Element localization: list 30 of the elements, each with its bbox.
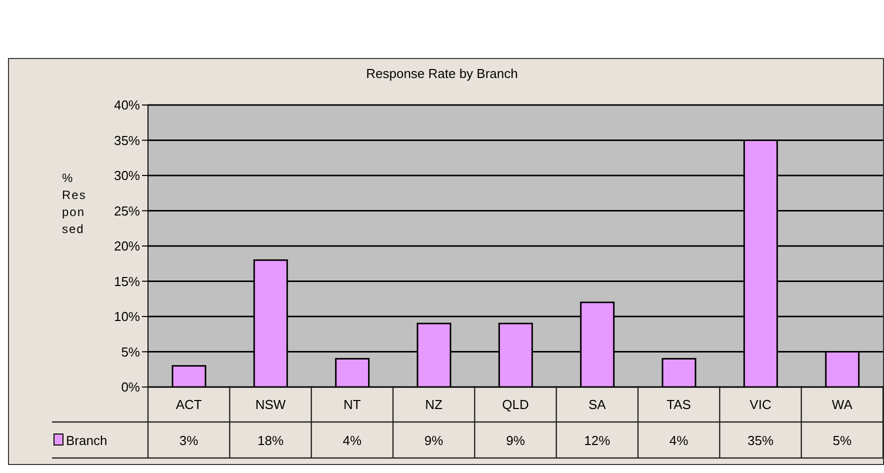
chart-title: Response Rate by Branch [365,66,519,81]
x-tick-label: VIC [750,397,772,412]
x-tick-label: ACT [176,397,202,412]
data-label: 4% [669,433,689,448]
y-tick-label: 30% [114,168,140,184]
x-tick-label: NSW [255,397,286,412]
y-tick-label: 20% [114,238,140,254]
data-label: 35% [747,433,774,448]
y-tick-label: 25% [114,203,140,218]
x-tick-label: SA [588,397,606,412]
data-label: 5% [832,433,852,448]
y-tick-label: 10% [114,309,140,324]
x-tick-label: TAS [666,397,692,412]
y-tick-label: 5% [121,344,140,360]
data-label: 3% [179,433,199,448]
data-label: 4% [342,433,362,448]
x-tick-label: WA [832,397,853,412]
y-tick-label: 15% [114,274,140,289]
y-tick-label: 0% [121,380,140,395]
data-label: 12% [584,433,611,448]
data-label: 9% [424,433,444,448]
y-tick-label: 40% [114,98,140,113]
data-label: 18% [257,433,284,448]
y-axis-title: % Responsed [62,170,86,238]
x-tick-label: QLD [502,397,529,412]
legend-label: Branch [66,433,108,448]
y-tick-label: 35% [114,132,140,148]
data-label: 9% [506,433,526,448]
x-tick-label: NZ [425,397,443,412]
x-tick-label: NT [343,397,361,412]
